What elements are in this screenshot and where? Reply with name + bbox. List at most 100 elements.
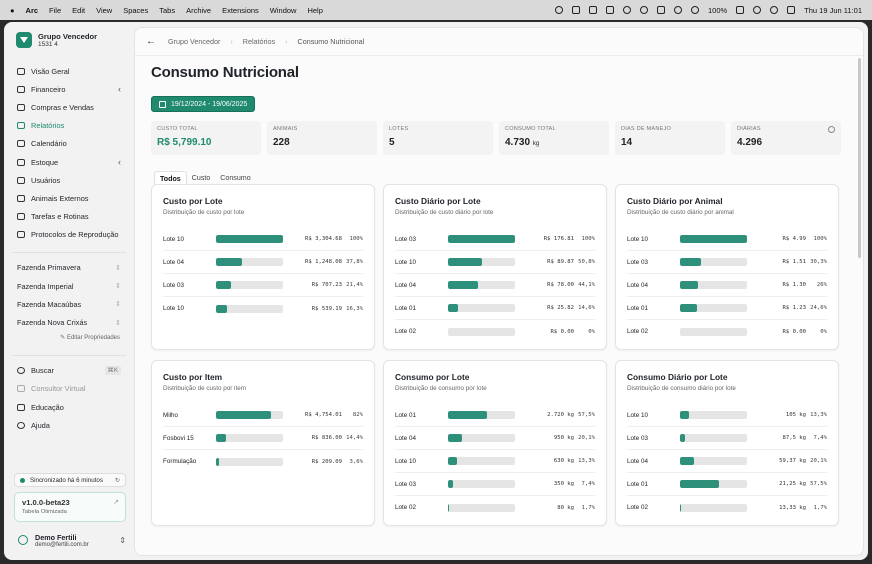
gauge-icon <box>17 67 25 75</box>
tab-consumo[interactable]: Consumo <box>220 174 251 182</box>
search-icon[interactable] <box>770 6 779 14</box>
control-center-icon[interactable] <box>787 6 796 14</box>
table-row: Lote 03 87,5 kg 7,4% <box>627 427 827 450</box>
breadcrumb-item[interactable]: Grupo Vencedor <box>168 37 221 46</box>
table-row: Lote 01 R$ 1.23 24,6% <box>627 297 827 320</box>
menubar-item[interactable]: Edit <box>72 5 86 15</box>
menubar-app-name[interactable]: Arc <box>25 5 39 15</box>
version-card[interactable]: v1.0.0-beta23 Tabela Otimizada ↗ <box>14 492 126 522</box>
bluetooth-icon[interactable] <box>656 6 665 14</box>
date-range-button[interactable]: 19/12/2024 - 19/06/2025 <box>151 96 256 112</box>
progress-fill <box>680 457 694 465</box>
status-icon[interactable] <box>588 6 597 14</box>
nav-tarefas-rotinas[interactable]: Tarefas e Rotinas <box>12 208 126 226</box>
progress-fill <box>216 281 231 289</box>
kpi-diarias: DIÁRIAS 4.296 <box>731 121 841 155</box>
user-menu[interactable]: Demo Fertili demo@fertili.com.br ⇕ <box>14 528 126 552</box>
card-subtitle: Distribuição de consumo por lote <box>395 385 487 392</box>
card-rows: Lote 03 R$ 176.81 100% Lote 10 R$ 89.87 50,8%… <box>395 228 595 343</box>
status-icon[interactable] <box>690 6 699 14</box>
nav-financeiro[interactable]: Financeiro ‹ <box>12 80 126 98</box>
org-switcher[interactable]: Grupo Vencedor 1531 4 <box>16 32 126 48</box>
refresh-icon[interactable]: ↻ <box>114 476 120 484</box>
scrollbar[interactable] <box>858 58 861 258</box>
farm-item[interactable]: Fazenda Nova Crixás ⇕ <box>12 313 126 331</box>
nav-label: Estoque <box>31 157 59 167</box>
progress-bar <box>216 434 283 442</box>
row-label: Lote 03 <box>627 258 649 266</box>
table-row: Lote 04 R$ 78.00 44,1% <box>395 274 595 297</box>
nav-label: Financeiro <box>31 84 66 94</box>
farm-item[interactable]: Fazenda Macaúbas ⇕ <box>12 295 126 313</box>
status-icon[interactable] <box>571 6 580 14</box>
menubar-item[interactable]: Window <box>269 5 297 15</box>
status-icon[interactable] <box>554 6 563 14</box>
divider <box>12 251 126 253</box>
apple-icon[interactable]: ● <box>10 5 15 15</box>
kpi-value-text: 228 <box>273 137 290 148</box>
tab-custo[interactable]: Custo <box>191 174 211 182</box>
breadcrumb-item[interactable]: Relatórios <box>242 37 276 46</box>
menubar-item[interactable]: Extensions <box>222 5 259 15</box>
progress-bar <box>680 281 747 289</box>
back-arrow-icon[interactable]: ← <box>146 36 156 47</box>
menubar-clock[interactable]: Thu 19 Jun 11:01 <box>804 5 862 15</box>
row-value: R$ 1.23 <box>782 305 807 311</box>
chevron-right-icon: › <box>285 37 288 46</box>
row-value: R$ 1.30 <box>782 282 807 288</box>
row-label: Lote 02 <box>395 328 417 335</box>
edit-properties-link[interactable]: ✎ Editar Propriedades <box>60 334 120 341</box>
row-percent: 0% <box>820 328 827 335</box>
wifi-icon[interactable] <box>753 6 762 14</box>
progress-fill <box>680 304 697 312</box>
row-percent: 44,1% <box>578 282 595 288</box>
kpi-custo-total: CUSTO TOTAL R$ 5,799.10 <box>151 121 261 155</box>
nav-animais-externos[interactable]: Animais Externos <box>12 189 126 207</box>
status-icon[interactable] <box>673 6 682 14</box>
row-value: R$ 0.00 <box>550 328 575 335</box>
nav-visao-geral[interactable]: Visão Geral <box>12 62 126 80</box>
status-icon[interactable] <box>639 6 648 14</box>
nav-compras-vendas[interactable]: Compras e Vendas <box>12 98 126 116</box>
menubar-item[interactable]: Help <box>307 5 323 15</box>
nav-educacao[interactable]: Educação <box>12 398 126 416</box>
nav-estoque[interactable]: Estoque ‹ <box>12 153 126 171</box>
table-row: Lote 03 350 kg 7,4% <box>395 473 595 496</box>
table-row: Lote 03 R$ 176.81 100% <box>395 228 595 251</box>
nav-relatorios[interactable]: Relatórios <box>12 117 126 135</box>
battery-icon[interactable] <box>736 6 745 14</box>
report-card: Custo por Lote Distribuição de custo por … <box>151 184 375 350</box>
row-percent: 13,3% <box>810 412 827 418</box>
breadcrumb: ← Grupo Vencedor › Relatórios › Consumo … <box>135 28 863 56</box>
farm-item[interactable]: Fazenda Primavera ⇕ <box>12 259 126 277</box>
nav-calendario[interactable]: Calendário <box>12 135 126 153</box>
nav-ajuda[interactable]: Ajuda <box>12 416 126 434</box>
status-icon[interactable] <box>622 6 631 14</box>
row-label: Lote 10 <box>627 411 649 419</box>
menubar-item[interactable]: Tabs <box>159 5 176 15</box>
info-icon[interactable] <box>828 126 835 133</box>
table-row: Lote 01 2.720 kg 57,5% <box>395 404 595 427</box>
menubar-item[interactable]: Spaces <box>123 5 149 15</box>
row-label: Lote 03 <box>395 235 417 243</box>
nav-label: Visão Geral <box>31 66 70 76</box>
updown-icon: ⇕ <box>115 301 121 309</box>
nav-usuarios[interactable]: Usuários <box>12 171 126 189</box>
nav-protocolos[interactable]: Protocolos de Reprodução <box>12 226 126 244</box>
status-icon[interactable] <box>605 6 614 14</box>
kpi-unit: kg <box>532 141 540 147</box>
menubar-item[interactable]: View <box>96 5 113 15</box>
progress-bar <box>448 235 515 243</box>
nav-consultor-virtual[interactable]: Consultor Virtual <box>12 380 126 398</box>
farm-item[interactable]: Fazenda Imperial ⇕ <box>12 277 126 295</box>
row-label: Lote 04 <box>395 281 417 289</box>
menubar-item[interactable]: Archive <box>186 5 212 15</box>
row-percent: 100% <box>813 236 827 242</box>
table-row: Lote 02 R$ 0.00 0% <box>627 320 827 343</box>
nav-buscar[interactable]: Buscar ⌘K <box>12 362 126 380</box>
kpi-label: CONSUMO TOTAL <box>505 126 556 132</box>
row-percent: 30,3% <box>810 259 827 265</box>
row-percent: 16,3% <box>346 305 363 312</box>
report-card: Consumo Diário por Lote Distribuição de c… <box>615 360 839 526</box>
menubar-item[interactable]: File <box>49 5 62 15</box>
